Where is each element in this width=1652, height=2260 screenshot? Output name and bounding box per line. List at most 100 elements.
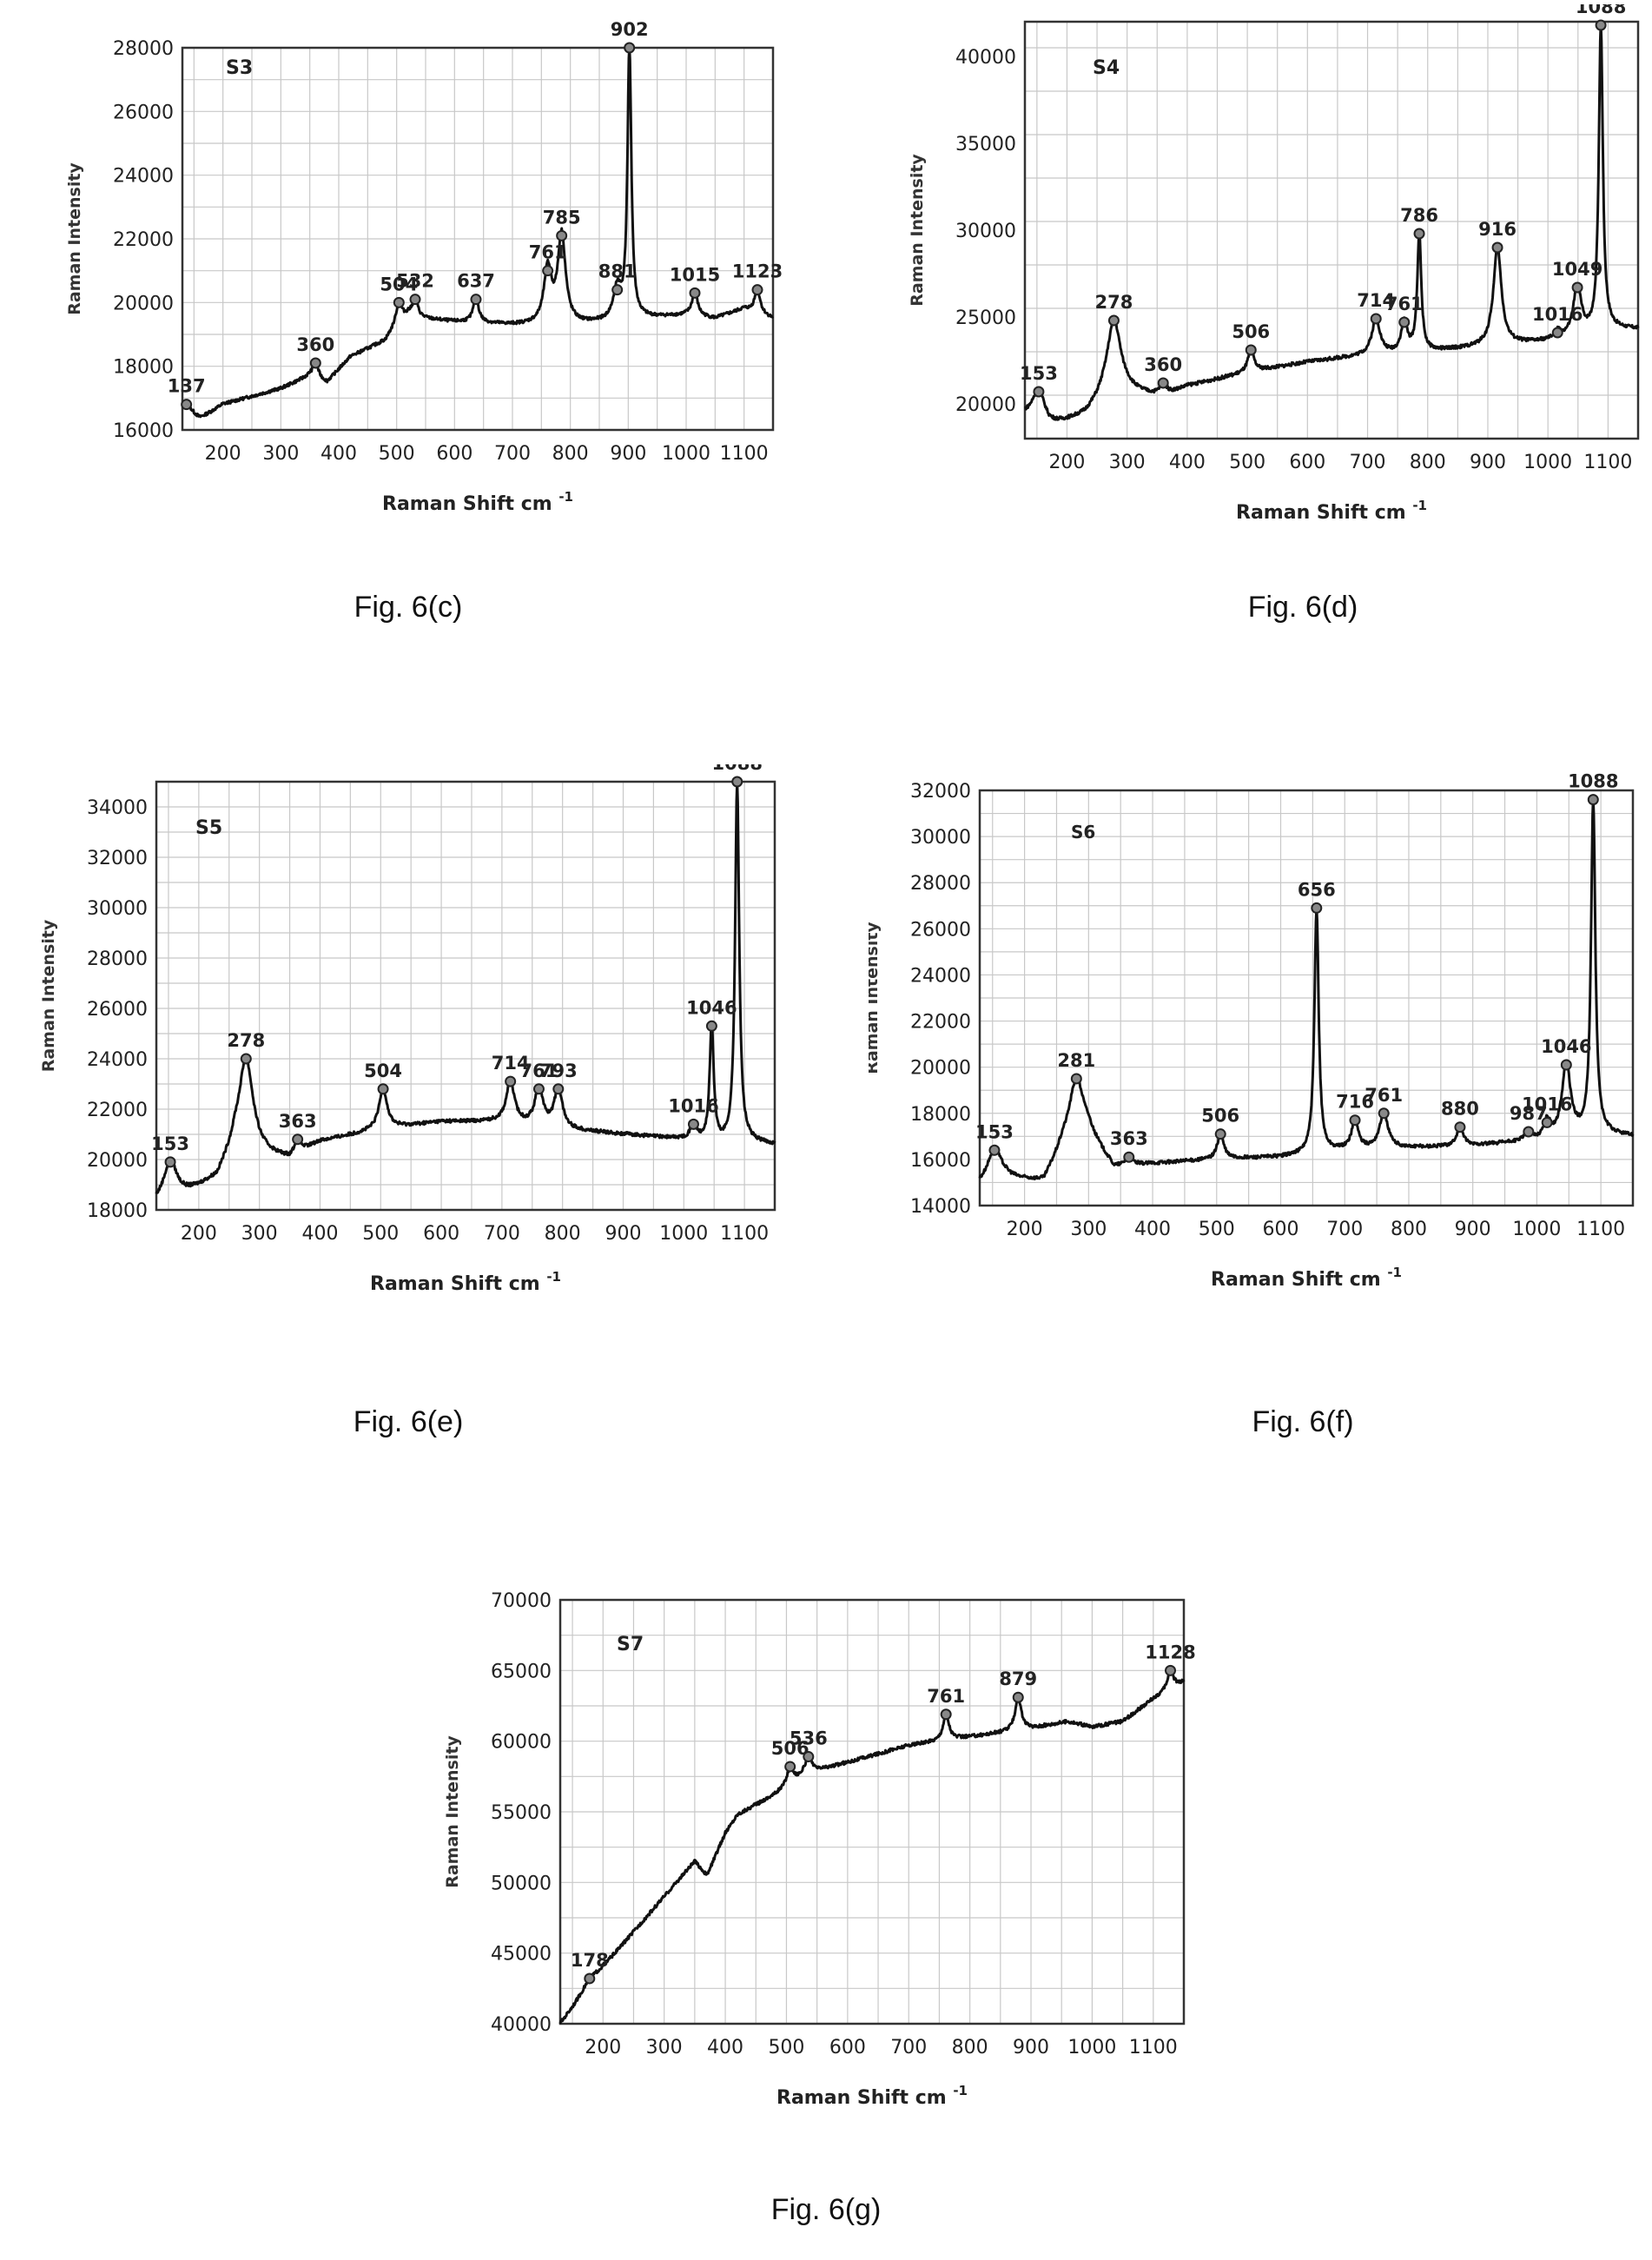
y-axis-label: Raman Intensity (908, 154, 927, 307)
peak-marker (505, 1075, 517, 1087)
peak-label: 506 (771, 1738, 809, 1759)
peak-label: 716 (1336, 1092, 1374, 1113)
x-tick-label: 400 (320, 443, 357, 465)
peak-label: 281 (1057, 1050, 1095, 1071)
x-axis-label: Raman Shift cm -1 (776, 2083, 968, 2109)
y-tick-label: 26000 (113, 102, 174, 123)
x-axis-label: Raman Shift cm -1 (1236, 498, 1427, 524)
peak-label: 506 (1232, 321, 1270, 342)
peak-label: 504 (364, 1061, 402, 1081)
plot-frame (558, 1598, 1186, 2025)
x-tick-label: 200 (585, 2037, 621, 2058)
peak-label: 1016 (668, 1095, 718, 1116)
peak-label: 1016 (1532, 304, 1583, 325)
peak-label: 793 (539, 1061, 578, 1081)
peak-label: 761 (529, 242, 567, 263)
peak-marker (751, 284, 763, 296)
chart-panel-f: 200 300 400 500 600 700 800 900 1000 1100 14000 160… (869, 764, 1650, 1320)
y-tick-label: 18000 (910, 1104, 971, 1126)
x-tick-label: 500 (362, 1223, 399, 1245)
peak-label: 278 (1095, 292, 1133, 313)
x-tick-label: 1000 (1523, 452, 1572, 473)
y-tick-label: 24000 (87, 1049, 148, 1071)
x-axis-label-superscript: -1 (953, 2083, 968, 2098)
peak-marker (1551, 327, 1563, 339)
figure-caption-c: Fig. 6(c) (354, 591, 463, 624)
grid-lines (182, 47, 774, 431)
y-tick-label: 28000 (113, 38, 174, 60)
y-tick-label: 14000 (910, 1196, 971, 1218)
x-tick-label: 400 (301, 1223, 338, 1245)
x-axis-label-superscript: -1 (558, 489, 573, 505)
peak-marker (377, 1083, 389, 1095)
x-tick-label: 1100 (1129, 2037, 1178, 2058)
chart-svg-f: 200 300 400 500 600 700 800 900 1000 1100 14000 160… (869, 771, 1635, 1291)
peak-label: 1128 (1145, 1642, 1195, 1662)
y-tick-label: 28000 (87, 948, 148, 970)
chart-panel-e: 200 300 400 500 600 700 800 900 1000 1100 18000 200… (17, 764, 799, 1320)
peak-marker (552, 1083, 565, 1095)
peak-label: 1046 (686, 997, 737, 1018)
peak-marker (1560, 1059, 1572, 1071)
peak-marker (731, 776, 743, 788)
y-tick-label: 32000 (87, 848, 148, 869)
sample-label: S7 (617, 1634, 644, 1655)
peak-label: 1016 (1522, 1094, 1572, 1114)
y-tick-label: 55000 (491, 1802, 552, 1824)
x-tick-label: 600 (436, 443, 472, 465)
peak-marker (803, 1751, 815, 1763)
y-axis-label: Raman Intensity (869, 922, 882, 1074)
x-tick-label: 1000 (659, 1223, 708, 1245)
y-tick-label: 25000 (955, 307, 1016, 329)
peak-marker (556, 229, 568, 241)
x-tick-label: 400 (1134, 1219, 1171, 1240)
x-tick-label: 1100 (1576, 1219, 1625, 1240)
x-tick-label: 900 (1455, 1219, 1491, 1240)
x-axis-label: Raman Shift cm -1 (382, 489, 573, 515)
peak-marker (1123, 1151, 1135, 1163)
y-tick-label: 45000 (491, 1944, 552, 1966)
x-tick-label: 1000 (662, 443, 710, 465)
x-tick-label: 200 (1007, 1219, 1043, 1240)
peak-marker (1587, 794, 1599, 806)
peak-marker (1398, 316, 1411, 328)
spectrum-line (182, 46, 775, 419)
y-tick-label: 22000 (910, 1012, 971, 1034)
figure-caption-e: Fig. 6(e) (353, 1405, 464, 1438)
chart-panel-g: 200 300 400 500 600 700 800 900 1000 1100 40000 450… (417, 1581, 1233, 2137)
plot-frame (181, 46, 775, 432)
plot-frame (1023, 20, 1640, 440)
x-tick-label: 700 (1350, 452, 1386, 473)
peak-marker (1349, 1114, 1361, 1127)
peak-marker (1157, 377, 1169, 389)
peak-label: 656 (1298, 879, 1336, 900)
sample-label: S3 (226, 57, 253, 79)
x-tick-label: 900 (605, 1223, 641, 1245)
y-tick-label: 20000 (955, 394, 1016, 416)
sample-label: S4 (1093, 57, 1120, 79)
peak-marker (687, 1118, 699, 1130)
peak-label: 1088 (711, 764, 762, 774)
y-tick-label: 16000 (910, 1150, 971, 1172)
x-tick-label: 600 (1289, 452, 1325, 473)
x-tick-label: 1100 (720, 443, 769, 465)
x-tick-label: 500 (1229, 452, 1265, 473)
y-axis-label: Raman Intensity (65, 162, 84, 315)
peak-label: 1123 (732, 261, 783, 282)
peak-marker (988, 1144, 1001, 1156)
x-tick-label: 800 (545, 1223, 581, 1245)
x-tick-label: 300 (646, 2037, 683, 2058)
peak-label: 761 (1385, 294, 1424, 314)
x-tick-label: 300 (1070, 1219, 1107, 1240)
x-axis-label-superscript: -1 (1387, 1265, 1402, 1280)
grid-lines (156, 781, 776, 1211)
chart-panel-d: 200 300 400 500 600 700 800 900 1000 1100 20000 250… (869, 4, 1650, 560)
peak-marker (940, 1708, 952, 1721)
chart-svg-g: 200 300 400 500 600 700 800 900 1000 1100 40000 450… (443, 1590, 1196, 2109)
y-tick-label: 24000 (113, 166, 174, 188)
peak-label: 360 (1144, 354, 1182, 375)
peak-label: 881 (598, 261, 637, 282)
peak-marker (1571, 281, 1583, 294)
y-tick-label: 30000 (955, 221, 1016, 242)
spectrum-line (155, 780, 776, 1194)
